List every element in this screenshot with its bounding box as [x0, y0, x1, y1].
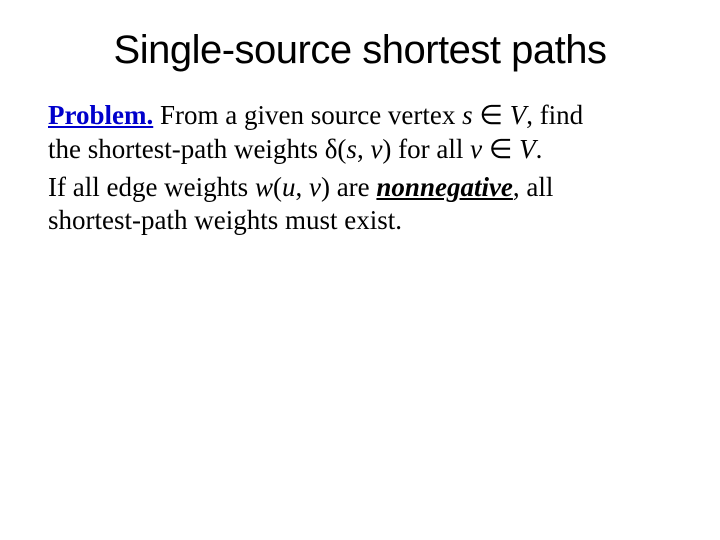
text-run: are [330, 172, 376, 202]
var-u: u [282, 172, 296, 202]
var-V: V [510, 100, 527, 130]
text-run: From a given source vertex [153, 100, 462, 130]
var-v: v [470, 134, 482, 164]
text-run: for all [391, 134, 470, 164]
paren-close: ) [321, 172, 330, 202]
text-run: , all [513, 172, 554, 202]
slide-title: Single-source shortest paths [48, 28, 672, 73]
slide-body: Problem. From a given source vertex s ∈ … [48, 99, 672, 238]
text-run: shortest-path weights must exist. [48, 205, 402, 235]
var-v: v [370, 134, 382, 164]
var-v: v [309, 172, 321, 202]
paren-open: ( [273, 172, 282, 202]
slide-container: Single-source shortest paths Problem. Fr… [0, 0, 720, 540]
text-run: . [536, 134, 543, 164]
elem-symbol: ∈ [473, 100, 510, 130]
problem-label: Problem. [48, 100, 153, 130]
var-V: V [519, 134, 536, 164]
text-run: , find [526, 100, 583, 130]
comma: , [357, 134, 371, 164]
var-s: s [346, 134, 357, 164]
text-run: the shortest-path weights [48, 134, 325, 164]
paragraph-1: Problem. From a given source vertex s ∈ … [48, 99, 672, 167]
elem-symbol: ∈ [482, 134, 519, 164]
comma: , [295, 172, 309, 202]
emphasis-nonnegative: nonnegative [376, 172, 513, 202]
var-s: s [462, 100, 473, 130]
delta-open: δ( [325, 134, 347, 164]
text-run: If all edge weights [48, 172, 255, 202]
var-w: w [255, 172, 273, 202]
paragraph-2: If all edge weights w(u, v) are nonnegat… [48, 171, 672, 239]
